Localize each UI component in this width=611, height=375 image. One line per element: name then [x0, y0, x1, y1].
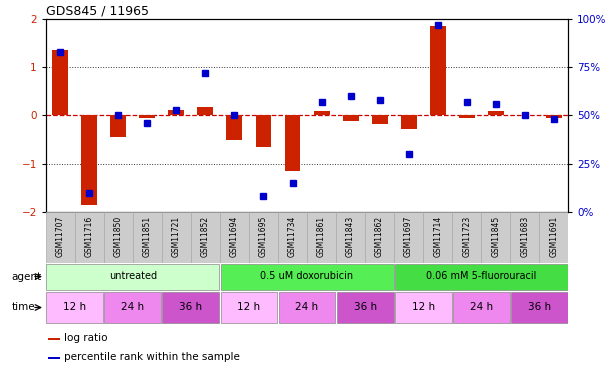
- Text: GSM11697: GSM11697: [404, 216, 413, 257]
- Text: 36 h: 36 h: [528, 302, 551, 312]
- Text: GSM11843: GSM11843: [346, 216, 355, 257]
- Bar: [313, 111, 329, 116]
- Bar: [220, 212, 249, 262]
- Bar: [104, 212, 133, 262]
- Bar: [401, 116, 417, 129]
- Text: GSM11851: GSM11851: [143, 216, 152, 257]
- Bar: [394, 212, 423, 262]
- Text: GSM11850: GSM11850: [114, 216, 123, 257]
- Bar: [336, 212, 365, 262]
- Bar: [343, 116, 359, 121]
- Bar: [395, 264, 568, 290]
- Text: 24 h: 24 h: [296, 302, 318, 312]
- Text: GDS845 / 11965: GDS845 / 11965: [46, 4, 149, 18]
- Bar: [279, 292, 335, 323]
- Bar: [221, 264, 393, 290]
- Text: GSM11716: GSM11716: [85, 216, 94, 257]
- Text: GSM11845: GSM11845: [491, 216, 500, 257]
- Bar: [162, 212, 191, 262]
- Text: agent: agent: [12, 272, 42, 282]
- Text: GSM11707: GSM11707: [56, 216, 65, 257]
- Text: log ratio: log ratio: [64, 333, 108, 343]
- Text: 36 h: 36 h: [354, 302, 376, 312]
- Text: 12 h: 12 h: [412, 302, 434, 312]
- Bar: [510, 212, 540, 262]
- Bar: [452, 212, 481, 262]
- Bar: [481, 212, 510, 262]
- Bar: [488, 111, 503, 116]
- Bar: [46, 292, 103, 323]
- Text: 24 h: 24 h: [122, 302, 144, 312]
- Bar: [511, 292, 568, 323]
- Text: time: time: [12, 303, 35, 312]
- Text: GSM11723: GSM11723: [462, 216, 471, 257]
- Text: percentile rank within the sample: percentile rank within the sample: [64, 352, 240, 362]
- Bar: [337, 292, 393, 323]
- Bar: [255, 116, 271, 147]
- Bar: [169, 110, 185, 116]
- Bar: [46, 212, 75, 262]
- Text: GSM11695: GSM11695: [259, 216, 268, 257]
- Bar: [278, 212, 307, 262]
- Bar: [395, 292, 452, 323]
- Bar: [111, 116, 126, 137]
- Text: GSM11721: GSM11721: [172, 216, 181, 257]
- Bar: [227, 116, 243, 140]
- Bar: [197, 106, 213, 116]
- Bar: [48, 357, 60, 359]
- Bar: [53, 50, 68, 116]
- Text: 24 h: 24 h: [470, 302, 492, 312]
- Bar: [453, 292, 510, 323]
- Text: GSM11852: GSM11852: [201, 216, 210, 257]
- Bar: [48, 338, 60, 340]
- Text: 0.5 uM doxorubicin: 0.5 uM doxorubicin: [260, 271, 354, 281]
- Bar: [163, 292, 219, 323]
- Bar: [46, 264, 219, 290]
- Text: 12 h: 12 h: [64, 302, 86, 312]
- Bar: [104, 292, 161, 323]
- Bar: [459, 116, 475, 118]
- Bar: [249, 212, 278, 262]
- Bar: [371, 116, 387, 124]
- Bar: [546, 116, 562, 118]
- Text: GSM11734: GSM11734: [288, 216, 297, 257]
- Text: GSM11683: GSM11683: [520, 216, 529, 257]
- Bar: [81, 116, 97, 205]
- Bar: [540, 212, 568, 262]
- Bar: [139, 116, 155, 118]
- Bar: [365, 212, 394, 262]
- Text: GSM11714: GSM11714: [433, 216, 442, 257]
- Bar: [221, 292, 277, 323]
- Text: GSM11861: GSM11861: [317, 216, 326, 257]
- Text: GSM11691: GSM11691: [549, 216, 558, 257]
- Text: 12 h: 12 h: [238, 302, 260, 312]
- Text: GSM11694: GSM11694: [230, 216, 239, 257]
- Bar: [191, 212, 220, 262]
- Text: 36 h: 36 h: [180, 302, 202, 312]
- Bar: [430, 26, 445, 116]
- Text: untreated: untreated: [109, 271, 157, 281]
- Bar: [423, 212, 452, 262]
- Bar: [285, 116, 301, 171]
- Bar: [133, 212, 162, 262]
- Text: GSM11862: GSM11862: [375, 216, 384, 257]
- Bar: [75, 212, 104, 262]
- Text: 0.06 mM 5-fluorouracil: 0.06 mM 5-fluorouracil: [426, 271, 536, 281]
- Bar: [307, 212, 336, 262]
